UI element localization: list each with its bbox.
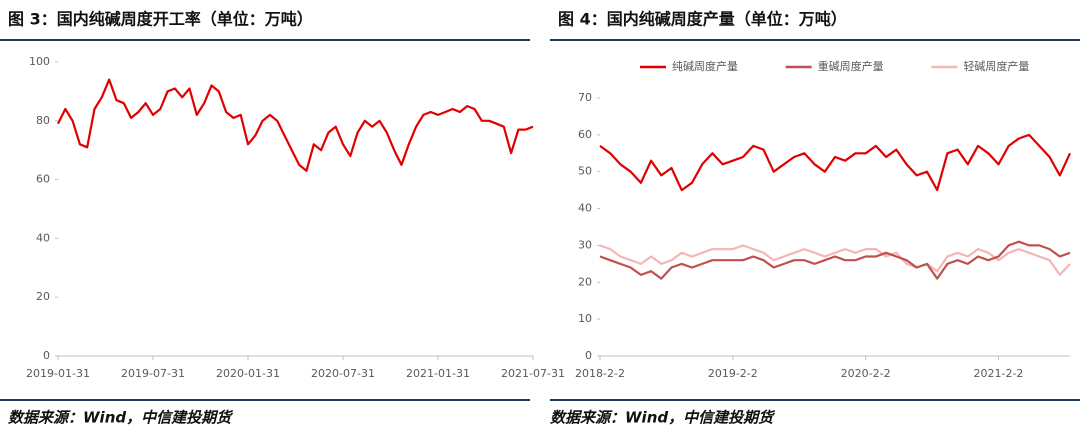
y-tick-label: 30: [578, 238, 592, 251]
x-tick-label: 2021-01-31: [406, 367, 470, 380]
line: [599, 133, 1071, 192]
y-tick-label: 60: [36, 173, 50, 186]
x-tick-label: 2019-01-31: [26, 367, 90, 380]
y-tick-label: 40: [578, 202, 592, 215]
chart-title: 图 3：国内纯碱周度开工率（单位：万吨）: [8, 10, 313, 29]
chart-title: 图 4：国内纯碱周度产量（单位：万吨）: [558, 10, 847, 29]
line: [599, 244, 1071, 276]
y-tick-label: 0: [43, 349, 50, 362]
y-tick-label: 80: [36, 114, 50, 127]
y-tick-label: 100: [29, 55, 50, 68]
legend-label: 轻碱周度产量: [963, 59, 1029, 73]
y-tick-label: 50: [578, 165, 592, 178]
legend-label: 重碱周度产量: [818, 59, 884, 73]
x-tick-label: 2019-2-2: [708, 367, 758, 380]
y-tick-label: 20: [578, 275, 592, 288]
y-tick-label: 40: [36, 231, 50, 244]
y-tick-label: 0: [585, 349, 592, 362]
y-tick-label: 70: [578, 91, 592, 104]
line: [57, 78, 534, 172]
x-tick-label: 2020-07-31: [311, 367, 375, 380]
y-tick-label: 10: [578, 312, 592, 325]
legend-label: 纯碱周度产量: [672, 59, 738, 73]
source: 数据来源：Wind，中信建投期货: [8, 409, 234, 427]
x-tick-label: 2020-2-2: [841, 367, 891, 380]
x-tick-label: 2021-07-31: [501, 367, 565, 380]
line: [599, 240, 1071, 280]
x-tick-label: 2020-01-31: [216, 367, 280, 380]
x-tick-label: 2021-2-2: [974, 367, 1024, 380]
y-tick-label: 20: [36, 290, 50, 303]
x-tick-label: 2019-07-31: [121, 367, 185, 380]
y-tick-label: 60: [578, 128, 592, 141]
source: 数据来源：Wind，中信建投期货: [550, 409, 776, 427]
x-tick-label: 2018-2-2: [575, 367, 625, 380]
